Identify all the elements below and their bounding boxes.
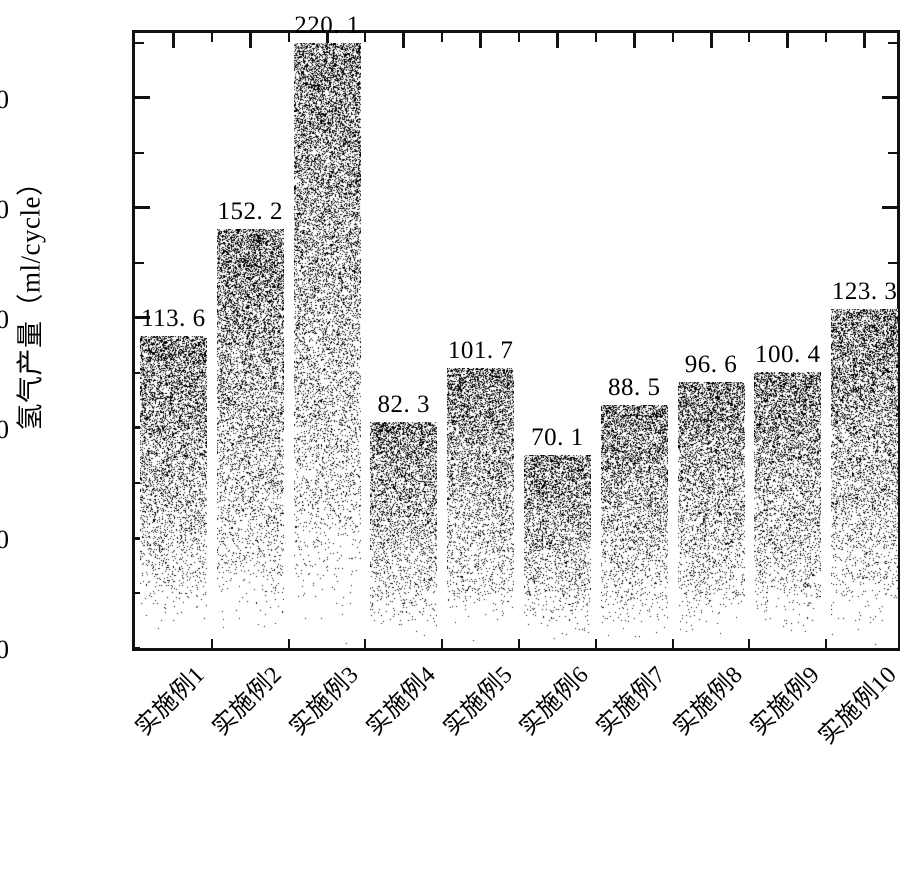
y-tick-major	[135, 96, 150, 99]
bar-value-label: 70. 1	[531, 424, 584, 452]
x-tick-minor-top	[518, 33, 520, 42]
y-tick-label: 120	[0, 307, 9, 333]
bar-value-label: 101. 7	[448, 337, 514, 365]
y-tick-major-right	[882, 206, 897, 209]
bar-value-label: 152. 2	[217, 198, 283, 226]
x-tick-minor	[211, 639, 213, 648]
x-tick-minor-top	[364, 33, 366, 42]
bar	[294, 43, 361, 648]
bar-fill	[447, 368, 514, 648]
y-tick-major	[135, 206, 150, 209]
y-tick-minor	[135, 42, 144, 44]
x-tick-minor	[288, 639, 290, 648]
bar	[370, 422, 437, 648]
bar	[217, 229, 284, 648]
bar	[447, 368, 514, 648]
bar-fill	[831, 309, 898, 648]
x-tick-minor	[364, 639, 366, 648]
bar	[754, 372, 821, 648]
bar-fill	[140, 336, 207, 648]
bar	[831, 309, 898, 648]
bar	[524, 455, 591, 648]
y-axis-title: 氢气产量（ml/cycle）	[9, 0, 48, 620]
x-tick-minor	[518, 639, 520, 648]
x-tick-minor-top	[211, 33, 213, 42]
y-tick-minor-right	[888, 42, 897, 44]
y-tick-major-right	[882, 96, 897, 99]
bar	[140, 336, 207, 648]
bar-value-label: 96. 6	[685, 351, 738, 379]
bar-fill	[370, 422, 437, 648]
y-tick-label: 80	[0, 417, 9, 443]
x-tick-minor-top	[672, 33, 674, 42]
bar-value-label: 82. 3	[378, 391, 431, 419]
bar-fill	[294, 43, 361, 648]
y-tick-minor-right	[888, 262, 897, 264]
bar-fill	[601, 405, 668, 648]
bar	[678, 382, 745, 648]
bar-fill	[754, 372, 821, 648]
y-tick-minor	[135, 152, 144, 154]
bar	[601, 405, 668, 648]
bar-fill	[217, 229, 284, 648]
chart-figure: 氢气产量（ml/cycle） 04080120160200 实施例1实施例2实施…	[0, 0, 921, 767]
bar-value-label: 123. 3	[832, 278, 898, 306]
x-tick-minor-top	[441, 33, 443, 42]
y-tick-label: 40	[0, 527, 9, 553]
x-tick-major-top	[479, 33, 482, 48]
bar-fill	[524, 455, 591, 648]
x-tick-minor-top	[288, 33, 290, 42]
bar-value-label: 88. 5	[608, 374, 661, 402]
x-tick-major-top	[249, 33, 252, 48]
x-tick-major-top	[710, 33, 713, 48]
x-tick-minor	[672, 639, 674, 648]
x-tick-major-top	[786, 33, 789, 48]
x-tick-minor-top	[748, 33, 750, 42]
y-tick-minor	[135, 262, 144, 264]
bar-value-label: 220. 1	[294, 12, 360, 40]
y-tick-label: 160	[0, 197, 9, 223]
x-tick-minor	[595, 639, 597, 648]
bar-value-label: 113. 6	[141, 305, 206, 333]
x-tick-minor	[825, 639, 827, 648]
x-tick-minor-top	[595, 33, 597, 42]
x-tick-minor-top	[825, 33, 827, 42]
x-tick-major-top	[556, 33, 559, 48]
y-tick-minor-right	[888, 152, 897, 154]
y-tick-label: 0	[0, 637, 9, 663]
x-tick-major-top	[172, 33, 175, 48]
x-tick-major-top	[633, 33, 636, 48]
bar-value-label: 100. 4	[755, 341, 821, 369]
bar-fill	[678, 382, 745, 648]
x-tick-minor	[748, 639, 750, 648]
x-tick-major-top	[402, 33, 405, 48]
plot-area: 113. 6152. 2220. 182. 3101. 770. 188. 59…	[132, 30, 900, 651]
y-tick-label: 200	[0, 87, 9, 113]
x-tick-major-top	[863, 33, 866, 48]
x-tick-minor	[441, 639, 443, 648]
